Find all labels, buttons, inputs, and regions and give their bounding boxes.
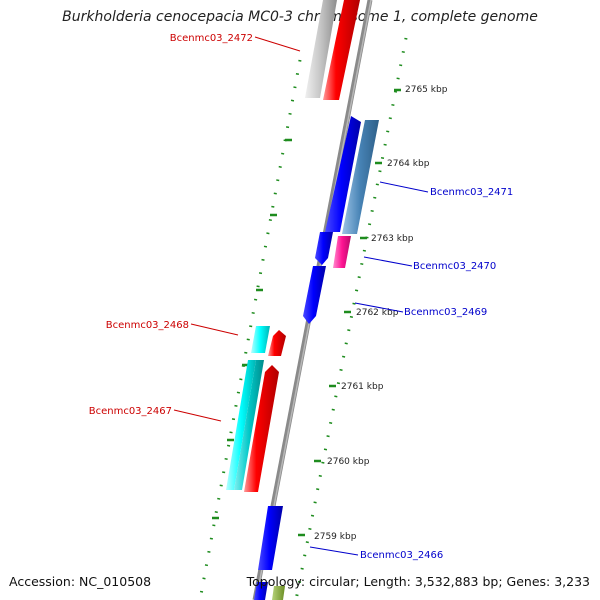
tick-label-2759: 2759 kbp (314, 532, 357, 542)
gene-2467-teal-feature[interactable] (234, 360, 264, 490)
leader-line-2468 (190, 323, 239, 336)
leader-line-2472 (254, 36, 301, 52)
topology-label: Topology: circular; Length: 3,532,883 bp… (246, 574, 590, 589)
tick-label-2761: 2761 kbp (341, 382, 384, 392)
gene-label-2466[interactable]: Bcenmc03_2466 (360, 550, 443, 561)
gene-2467-cyan-feature[interactable] (226, 360, 256, 490)
gene-label-2468[interactable]: Bcenmc03_2468 (106, 320, 189, 331)
gene-label-2470[interactable]: Bcenmc03_2470 (413, 261, 496, 272)
gene-2471-steel-feature[interactable] (342, 120, 379, 234)
map-title: Burkholderia cenocepacia MC0-3 chromosom… (62, 9, 538, 25)
outer-tick-track (294, 37, 408, 600)
leader-line-2467 (173, 409, 222, 422)
gene-2466-feature[interactable] (258, 506, 283, 570)
tick-label-2764: 2764 kbp (387, 159, 430, 169)
tick-label-2762: 2762 kbp (356, 308, 399, 318)
leader-line-2470 (363, 256, 413, 267)
gene-label-2469[interactable]: Bcenmc03_2469 (404, 307, 487, 318)
leader-line-2471 (379, 181, 429, 193)
tick-label-2765: 2765 kbp (405, 85, 448, 95)
tick-label-2763: 2763 kbp (371, 234, 414, 244)
gene-label-2467[interactable]: Bcenmc03_2467 (89, 406, 172, 417)
gene-2471-blue-feature[interactable] (325, 116, 361, 232)
leader-line-2466 (309, 546, 359, 556)
gene-2468-cyan-feature[interactable] (251, 326, 270, 353)
leader-line-2469 (354, 302, 404, 313)
accession-label: Accession: NC_010508 (9, 574, 152, 589)
tick-label-2760: 2760 kbp (327, 457, 370, 467)
gene-2467-red-feature[interactable] (244, 365, 279, 492)
gene-2472-gray-feature[interactable] (305, 0, 337, 98)
gene-2472-red-feature[interactable] (323, 0, 360, 100)
gene-2468-red-feature[interactable] (268, 330, 286, 356)
gene-bottom-olive-feature[interactable] (272, 586, 285, 600)
gene-label-2471[interactable]: Bcenmc03_2471 (430, 187, 513, 198)
gene-label-2472[interactable]: Bcenmc03_2472 (170, 33, 253, 44)
gene-bottom-blue-feature[interactable] (254, 582, 268, 600)
gene-2469-feature[interactable] (303, 266, 326, 324)
gene-2470-pink-feature[interactable] (333, 236, 351, 268)
gene-2470-blue-feature[interactable] (315, 232, 333, 265)
